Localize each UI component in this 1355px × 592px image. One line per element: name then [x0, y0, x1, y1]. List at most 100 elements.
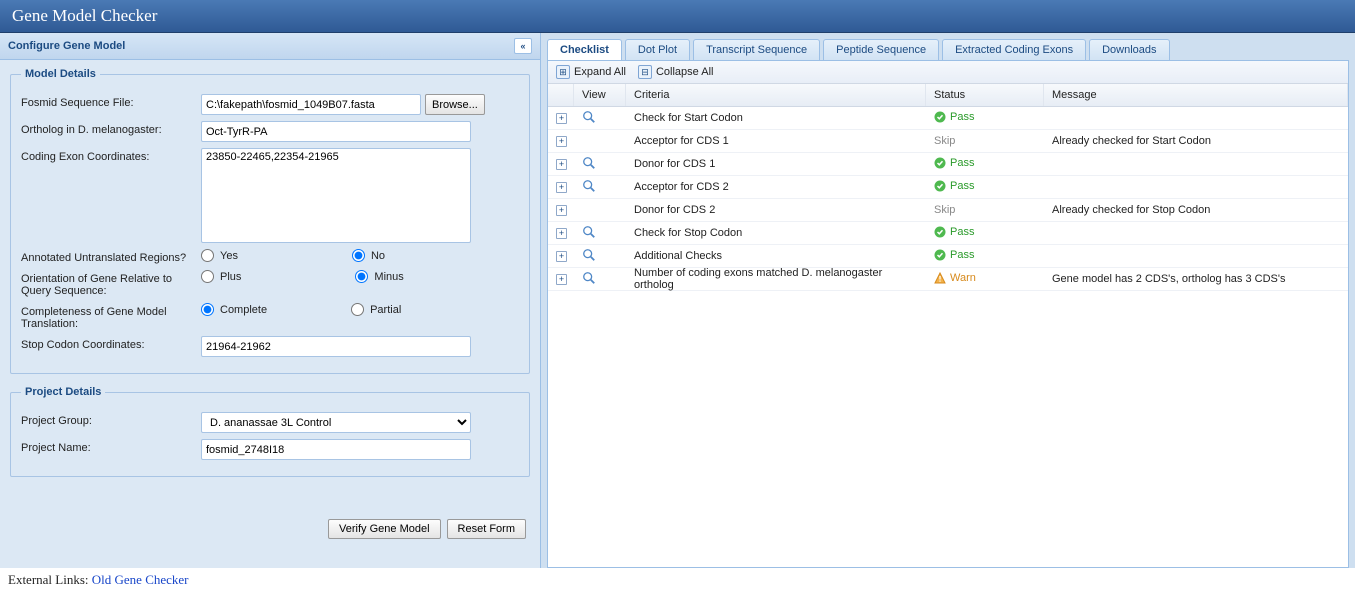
status-cell: Skip	[926, 135, 1044, 147]
right-panel: ChecklistDot PlotTranscript SequencePept…	[541, 33, 1355, 568]
pass-icon	[934, 180, 946, 192]
pass-icon	[934, 157, 946, 169]
fosmid-file-input[interactable]	[201, 94, 421, 115]
expand-row-icon[interactable]: +	[556, 228, 567, 239]
expand-row-icon[interactable]: +	[556, 274, 567, 285]
table-row: +Number of coding exons matched D. melan…	[548, 268, 1348, 291]
tab-downloads[interactable]: Downloads	[1089, 39, 1169, 60]
tab-checklist[interactable]: Checklist	[547, 39, 622, 60]
utr-label: Annotated Untranslated Regions?	[21, 249, 201, 264]
table-row: +Acceptor for CDS 1SkipAlready checked f…	[548, 130, 1348, 153]
orientation-plus-radio[interactable]	[201, 270, 214, 283]
criteria-cell: Additional Checks	[626, 250, 926, 262]
main-split: Configure Gene Model « Model Details Fos…	[0, 33, 1355, 568]
criteria-cell: Check for Start Codon	[626, 112, 926, 124]
criteria-cell: Check for Stop Codon	[626, 227, 926, 239]
status-cell: Pass	[926, 111, 1044, 126]
utr-no-label: No	[371, 250, 385, 262]
criteria-cell: Donor for CDS 2	[626, 204, 926, 216]
utr-yes-radio[interactable]	[201, 249, 214, 262]
project-group-select[interactable]: D. ananassae 3L Control	[201, 412, 471, 433]
status-cell: Pass	[926, 157, 1044, 172]
utr-no-radio[interactable]	[352, 249, 365, 262]
collapse-all-icon: ⊟	[638, 65, 652, 79]
status-cell: Warn	[926, 272, 1044, 287]
collapse-all-button[interactable]: ⊟Collapse All	[638, 65, 713, 79]
expand-row-icon[interactable]: +	[556, 205, 567, 216]
external-links-label: External Links:	[8, 572, 92, 587]
status-cell: Pass	[926, 249, 1044, 264]
col-status-header: Status	[926, 84, 1044, 106]
expand-row-icon[interactable]: +	[556, 182, 567, 193]
expand-row-icon[interactable]: +	[556, 251, 567, 262]
project-name-input[interactable]	[201, 439, 471, 460]
old-gene-checker-link[interactable]: Old Gene Checker	[92, 572, 189, 587]
tab-body: ⊞Expand All ⊟Collapse All View Criteria …	[547, 60, 1349, 568]
verify-button[interactable]: Verify Gene Model	[328, 519, 441, 539]
message-cell: Gene model has 2 CDS's, ortholog has 3 C…	[1044, 273, 1348, 285]
grid-body: +Check for Start CodonPass+Acceptor for …	[548, 107, 1348, 291]
table-row: + Donor for CDS 2SkipAlready checked for …	[548, 199, 1348, 222]
expand-row-icon[interactable]: +	[556, 159, 567, 170]
model-details-legend: Model Details	[21, 68, 100, 80]
orientation-minus-radio[interactable]	[355, 270, 368, 283]
expand-all-button[interactable]: ⊞Expand All	[556, 65, 626, 79]
magnify-icon[interactable]	[582, 271, 596, 285]
magnify-icon[interactable]	[582, 225, 596, 239]
tab-peptide-sequence[interactable]: Peptide Sequence	[823, 39, 939, 60]
magnify-icon[interactable]	[582, 110, 596, 124]
reset-button[interactable]: Reset Form	[447, 519, 526, 539]
expand-row-icon[interactable]: +	[556, 136, 567, 147]
col-message-header: Message	[1044, 84, 1348, 106]
tab-transcript-sequence[interactable]: Transcript Sequence	[693, 39, 820, 60]
tab-extracted-coding-exons[interactable]: Extracted Coding Exons	[942, 39, 1086, 60]
form-button-row: Verify Gene Model Reset Form	[10, 489, 530, 547]
utr-yes-label: Yes	[220, 250, 238, 262]
expand-all-icon: ⊞	[556, 65, 570, 79]
ortholog-input[interactable]	[201, 121, 471, 142]
project-name-label: Project Name:	[21, 439, 201, 454]
completeness-partial-label: Partial	[370, 304, 401, 316]
coords-textarea[interactable]: 23850-22465,22354-21965	[201, 148, 471, 243]
left-panel-header: Configure Gene Model «	[0, 33, 540, 60]
table-row: + Acceptor for CDS 2Pass	[548, 176, 1348, 199]
criteria-cell: Acceptor for CDS 2	[626, 181, 926, 193]
orientation-label: Orientation of Gene Relative to Query Se…	[21, 270, 201, 297]
browse-button[interactable]: Browse...	[425, 94, 485, 115]
project-details-legend: Project Details	[21, 386, 105, 398]
project-details-fieldset: Project Details Project Group: D. ananas…	[10, 386, 530, 477]
grid-header: View Criteria Status Message	[548, 84, 1348, 107]
checklist-toolbar: ⊞Expand All ⊟Collapse All	[548, 61, 1348, 84]
stop-input[interactable]	[201, 336, 471, 357]
status-cell: Pass	[926, 226, 1044, 241]
external-links: External Links: Old Gene Checker	[0, 568, 1355, 592]
pass-icon	[934, 249, 946, 261]
completeness-partial-radio[interactable]	[351, 303, 364, 316]
status-cell: Pass	[926, 180, 1044, 195]
criteria-cell: Donor for CDS 1	[626, 158, 926, 170]
pass-icon	[934, 226, 946, 238]
coords-label: Coding Exon Coordinates:	[21, 148, 201, 163]
message-cell: Already checked for Stop Codon	[1044, 204, 1348, 216]
left-panel: Configure Gene Model « Model Details Fos…	[0, 33, 541, 568]
message-cell: Already checked for Start Codon	[1044, 135, 1348, 147]
table-row: + Check for Stop CodonPass	[548, 222, 1348, 245]
completeness-complete-radio[interactable]	[201, 303, 214, 316]
app-title: Gene Model Checker	[0, 0, 1355, 33]
left-panel-body: Model Details Fosmid Sequence File: Brow…	[0, 60, 540, 557]
orientation-minus-label: Minus	[374, 271, 403, 283]
collapse-left-icon[interactable]: «	[514, 38, 532, 54]
tab-dot-plot[interactable]: Dot Plot	[625, 39, 690, 60]
expand-row-icon[interactable]: +	[556, 113, 567, 124]
col-criteria-header: Criteria	[626, 84, 926, 106]
status-cell: Skip	[926, 204, 1044, 216]
left-panel-title: Configure Gene Model	[8, 40, 125, 52]
magnify-icon[interactable]	[582, 248, 596, 262]
table-row: + Additional ChecksPass	[548, 245, 1348, 268]
magnify-icon[interactable]	[582, 156, 596, 170]
stop-label: Stop Codon Coordinates:	[21, 336, 201, 351]
magnify-icon[interactable]	[582, 179, 596, 193]
col-view-header: View	[574, 84, 626, 106]
project-group-label: Project Group:	[21, 412, 201, 427]
completeness-complete-label: Complete	[220, 304, 267, 316]
